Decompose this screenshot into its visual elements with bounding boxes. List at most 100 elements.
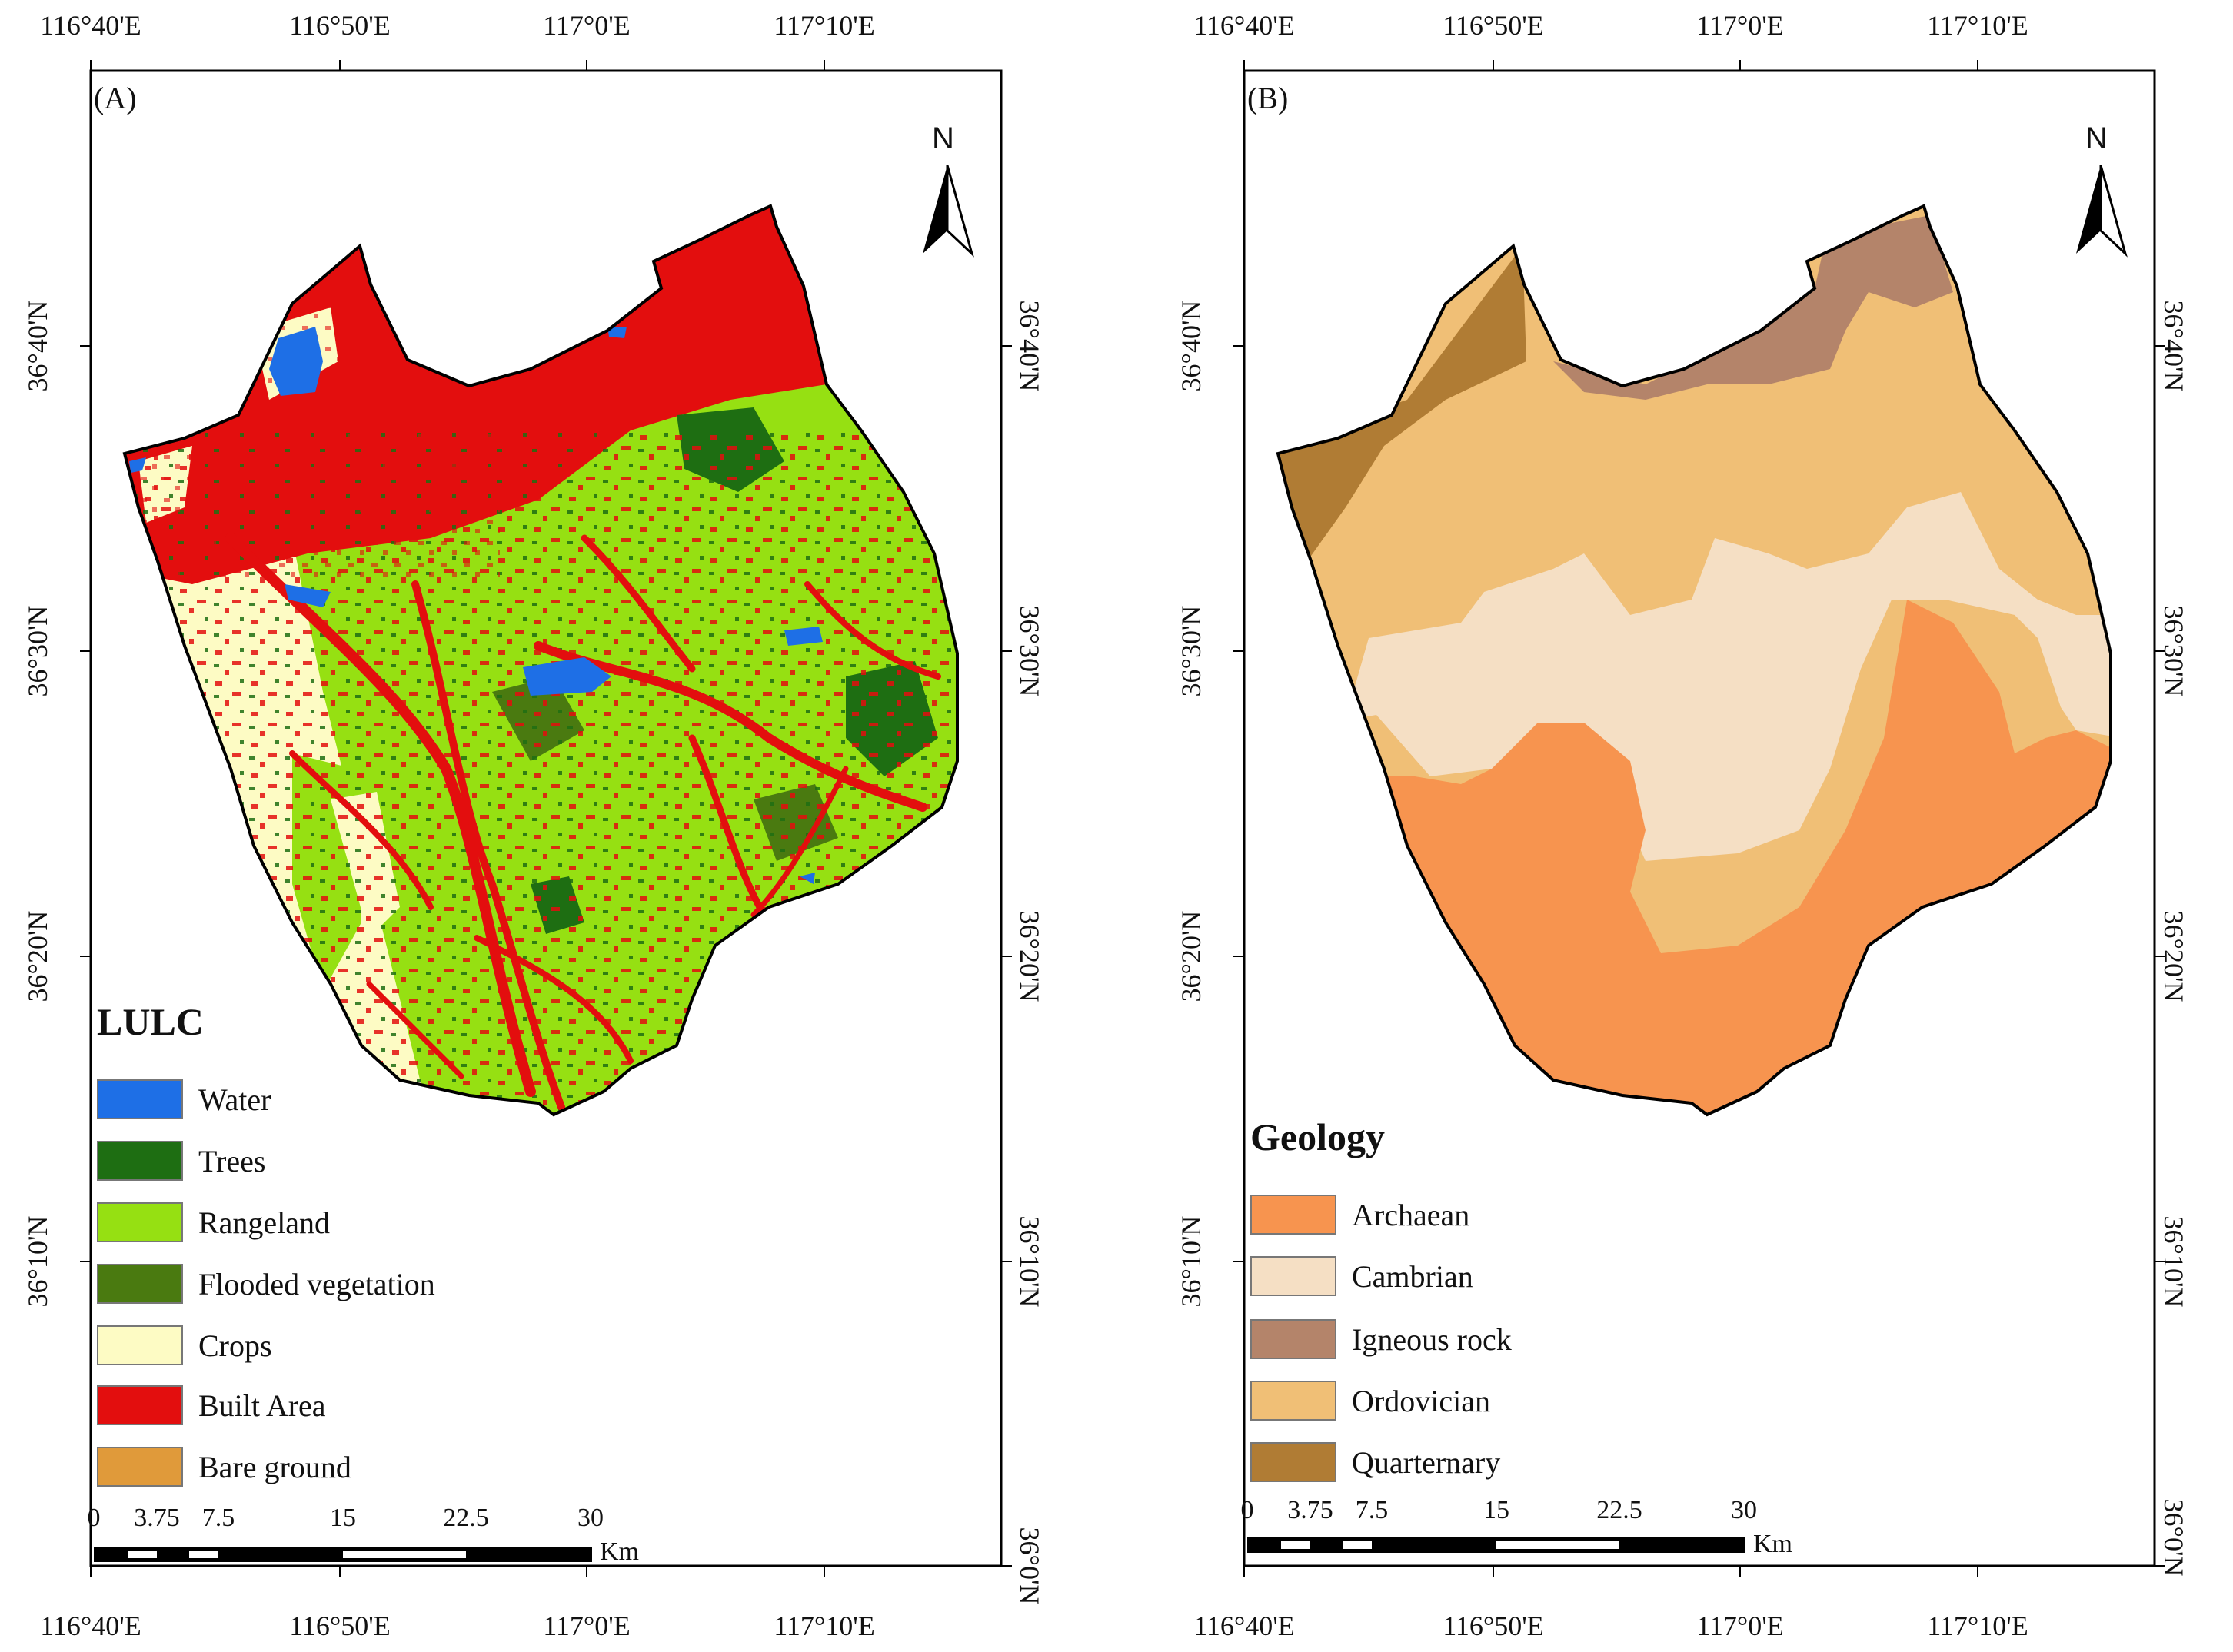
legend-label: Crops	[198, 1328, 272, 1363]
legend-label: Bare ground	[198, 1449, 351, 1484]
scale-label: 30	[1731, 1496, 1757, 1524]
scale-bar	[1247, 1537, 1745, 1553]
top-tick-label: 116°50'E	[289, 10, 391, 41]
legend-swatch	[1250, 1381, 1336, 1421]
left-tick-label: 36°20'N	[1176, 910, 1206, 1002]
legend-title: LULC	[97, 1000, 204, 1043]
left-tick-label: 36°40'N	[1176, 300, 1206, 392]
north-arrow-icon	[923, 165, 974, 258]
north-label: N	[2085, 121, 2108, 155]
bottom-tick-label: 117°10'E	[1927, 1610, 2028, 1641]
panel-label: (A)	[94, 81, 137, 115]
top-tick-label: 117°0'E	[543, 10, 631, 41]
left-tick-label: 36°10'N	[22, 1215, 53, 1308]
top-tick-label: 116°40'E	[1193, 10, 1295, 41]
legend-swatch	[1250, 1195, 1336, 1235]
legend-item: Flooded vegetation	[97, 1262, 435, 1305]
geology-map-svg	[1233, 60, 2165, 1577]
legend-item: Crops	[97, 1324, 272, 1367]
right-tick-label: 36°0'N	[1014, 1527, 1045, 1605]
lulc-map-svg	[80, 60, 1012, 1577]
scale-label: 30	[577, 1504, 604, 1532]
top-tick-label: 117°10'E	[1927, 10, 2028, 41]
legend-swatch	[97, 1447, 183, 1487]
left-tick-label: 36°10'N	[1176, 1215, 1206, 1308]
right-tick-label: 36°30'N	[2158, 605, 2189, 697]
legend-label: Quarternary	[1352, 1444, 1501, 1480]
scale-label: 15	[330, 1504, 356, 1532]
lulc-map-panel: 116°40'E 116°50'E 117°0'E 117°10'E 116°4…	[0, 0, 1116, 1652]
legend-item: Rangeland	[97, 1201, 330, 1244]
left-tick-label: 36°40'N	[22, 300, 53, 392]
longitude-tick-marks	[1243, 60, 1978, 1577]
scale-label: 22.5	[443, 1504, 489, 1532]
legend-swatch	[97, 1079, 183, 1119]
north-arrow-icon	[2076, 165, 2128, 258]
legend-title: Geology	[1250, 1115, 1385, 1158]
legend-label: Built Area	[198, 1388, 326, 1423]
scale-label: 0	[87, 1504, 101, 1532]
legend-swatch	[97, 1325, 183, 1365]
right-tick-label: 36°30'N	[1014, 605, 1045, 697]
legend-item: Built Area	[97, 1384, 326, 1427]
legend-label: Trees	[198, 1143, 266, 1178]
legend-swatch	[97, 1141, 183, 1181]
legend-item: Trees	[97, 1139, 265, 1182]
scale-label: 0	[1240, 1496, 1254, 1524]
north-label: N	[932, 121, 954, 155]
scale-unit: Km	[1753, 1530, 1792, 1558]
scale-label: 3.75	[134, 1504, 180, 1532]
legend-swatch	[97, 1385, 183, 1425]
legend-swatch	[1250, 1442, 1336, 1482]
legend-swatch	[1250, 1256, 1336, 1296]
legend-label: Flooded vegetation	[198, 1266, 435, 1301]
legend-item: Igneous rock	[1250, 1318, 1512, 1361]
right-tick-label: 36°20'N	[2158, 910, 2189, 1002]
bottom-tick-label: 116°40'E	[1193, 1610, 1295, 1641]
right-tick-label: 36°40'N	[2158, 300, 2189, 392]
legend-swatch	[97, 1202, 183, 1242]
right-tick-label: 36°10'N	[2158, 1215, 2189, 1308]
top-tick-label: 117°10'E	[774, 10, 875, 41]
top-tick-label: 116°50'E	[1443, 10, 1544, 41]
legend-item: Quarternary	[1250, 1441, 1500, 1484]
top-tick-label: 116°40'E	[40, 10, 141, 41]
right-tick-label: 36°10'N	[1014, 1215, 1045, 1308]
geology-map-panel: 116°40'E 116°50'E 117°0'E 117°10'E 116°4…	[1153, 0, 2233, 1652]
bottom-tick-label: 116°50'E	[1443, 1610, 1544, 1641]
bottom-tick-label: 117°0'E	[543, 1610, 631, 1641]
legend-label: Ordovician	[1352, 1383, 1490, 1418]
scale-label: 7.5	[1355, 1496, 1389, 1524]
top-tick-label: 117°0'E	[1696, 10, 1784, 41]
scale-label: 7.5	[201, 1504, 235, 1532]
legend-item: Bare ground	[97, 1445, 351, 1488]
legend-swatch	[97, 1264, 183, 1304]
scale-label: 3.75	[1287, 1496, 1333, 1524]
latitude-tick-marks	[1233, 345, 2165, 1567]
left-tick-label: 36°30'N	[22, 605, 53, 697]
scale-label: 22.5	[1596, 1496, 1642, 1524]
study-area-boundary	[1276, 204, 2112, 1117]
bottom-tick-label: 117°0'E	[1696, 1610, 1784, 1641]
longitude-tick-marks	[90, 60, 825, 1577]
right-tick-label: 36°0'N	[2158, 1498, 2189, 1577]
latitude-tick-marks	[80, 345, 1012, 1567]
panel-label: (B)	[1247, 81, 1289, 115]
legend-label: Cambrian	[1352, 1258, 1473, 1294]
left-tick-label: 36°30'N	[1176, 605, 1206, 697]
legend-item: Water	[97, 1078, 271, 1121]
scale-bar	[94, 1547, 592, 1562]
right-tick-label: 36°20'N	[1014, 910, 1045, 1002]
legend-label: Rangeland	[198, 1205, 331, 1240]
scale-label: 15	[1483, 1496, 1509, 1524]
scale-unit: Km	[600, 1537, 639, 1566]
left-tick-label: 36°20'N	[22, 910, 53, 1002]
right-tick-label: 36°40'N	[1014, 300, 1045, 392]
legend-item: Archaean	[1250, 1193, 1469, 1236]
legend-item: Ordovician	[1250, 1379, 1490, 1422]
legend-swatch	[1250, 1319, 1336, 1359]
bottom-tick-label: 116°40'E	[40, 1610, 141, 1641]
legend-label: Archaean	[1352, 1197, 1470, 1232]
legend-label: Water	[198, 1082, 271, 1117]
study-area-boundary	[122, 204, 959, 1117]
